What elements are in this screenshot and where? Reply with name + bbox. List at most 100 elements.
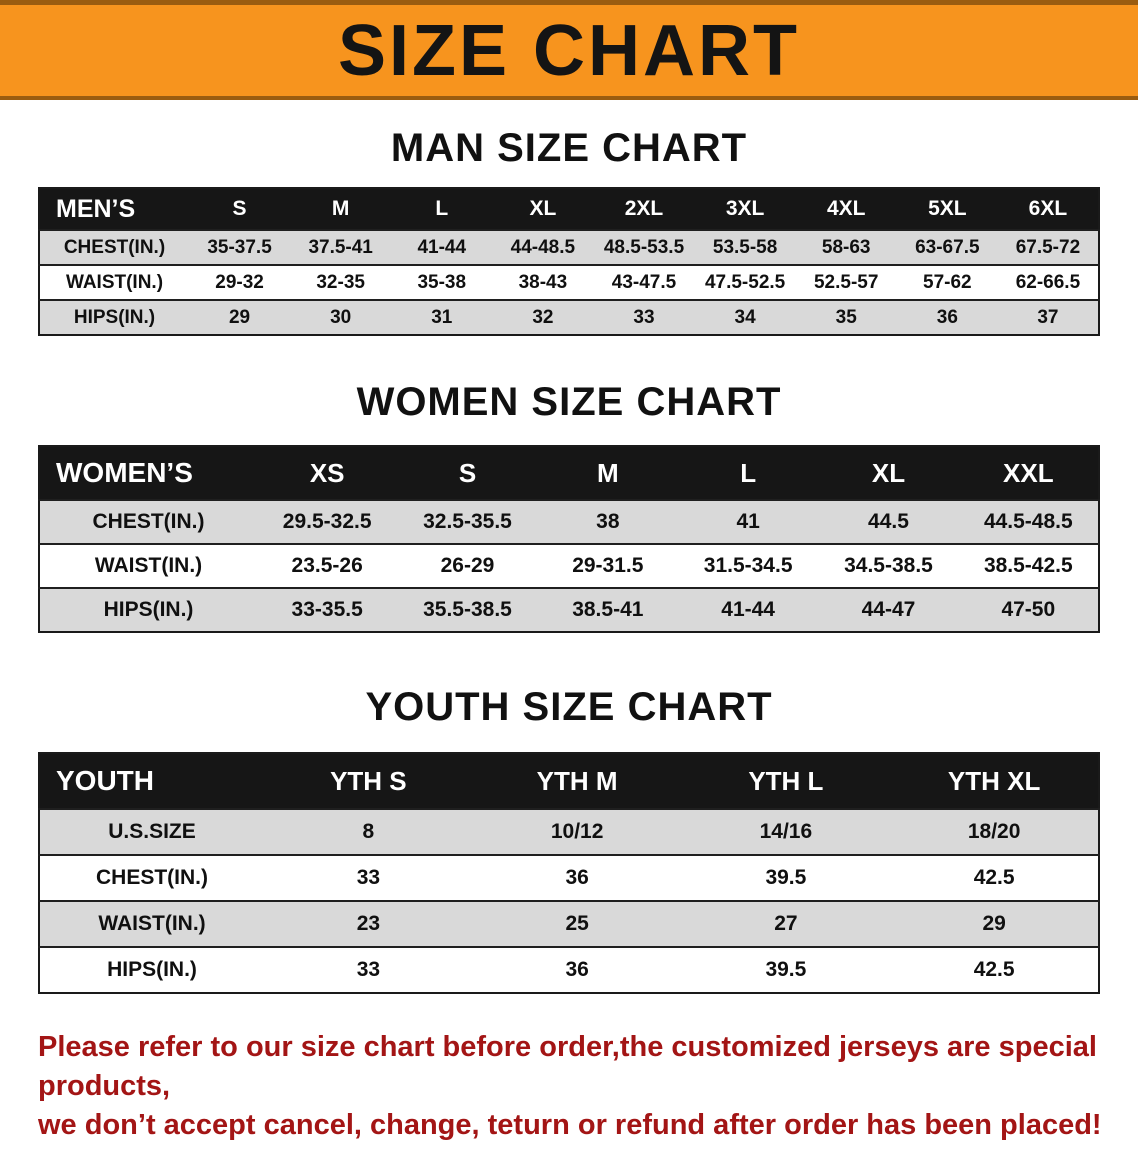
measurement-cell: 29 [890,900,1099,947]
size-column-header: XS [257,446,398,500]
youth-section-heading: YOUTH SIZE CHART [365,685,773,729]
measurement-cell: 33 [593,299,695,335]
men-size-table: MEN’S S M L XL 2XL 3XL 4XL 5XL 6XL CHEST(IN.) 35-37… [38,187,1100,336]
size-column-header: 4XL [795,188,897,230]
measurement-cell: 39.5 [681,854,891,901]
row-label: CHEST(IN.) [39,229,189,265]
size-column-header: YTH XL [890,753,1099,809]
measurement-cell: 36 [896,299,998,335]
measurement-cell: 33 [264,946,473,993]
size-column-header: YTH M [472,753,682,809]
measurement-cell: 26-29 [397,543,538,588]
page-title: SIZE CHART [338,10,800,91]
youth-size-table: YOUTH YTH S YTH M YTH L YTH XL U.S.SIZE 8 10/12… [38,752,1100,994]
size-column-header: XL [818,446,959,500]
measurement-cell: 42.5 [890,854,1099,901]
measurement-cell: 36 [472,854,682,901]
measurement-cell: 58-63 [795,229,897,265]
measurement-cell: 25 [472,900,682,947]
measurement-cell: 39.5 [681,946,891,993]
measurement-cell: 57-62 [896,264,998,300]
measurement-cell: 44.5 [818,499,959,544]
size-column-header: 5XL [896,188,998,230]
measurement-cell: 44-48.5 [492,229,594,265]
order-disclaimer: Please refer to our size chart before or… [38,1028,1104,1145]
size-column-header: L [391,188,493,230]
measurement-cell: 29.5-32.5 [257,499,398,544]
row-label: HIPS(IN.) [39,299,189,335]
table-row: HIPS(IN.) 33 36 39.5 42.5 [39,946,1099,993]
row-label: HIPS(IN.) [39,587,257,632]
measurement-cell: 44-47 [818,587,959,632]
measurement-cell: 31 [391,299,493,335]
measurement-cell: 35.5-38.5 [397,587,538,632]
measurement-cell: 32-35 [290,264,392,300]
measurement-cell: 47.5-52.5 [694,264,796,300]
size-column-header: S [189,188,291,230]
size-column-header: L [677,446,819,500]
row-label: WAIST(IN.) [39,264,189,300]
table-row: HIPS(IN.) 29 30 31 32 33 34 35 36 37 [39,299,1099,335]
row-label: CHEST(IN.) [39,854,264,901]
measurement-cell: 29 [189,299,291,335]
measurement-cell: 14/16 [681,808,891,855]
row-label: U.S.SIZE [39,808,264,855]
disclaimer-line-2: we don’t accept cancel, change, teturn o… [38,1109,1102,1142]
table-title-cell: MEN’S [39,188,189,230]
header-row: WOMEN’S XS S M L XL XXL [39,446,1099,500]
measurement-cell: 42.5 [890,946,1099,993]
table-title-cell: WOMEN’S [39,446,257,500]
size-column-header: 6XL [997,188,1099,230]
measurement-cell: 23.5-26 [257,543,398,588]
measurement-cell: 35-37.5 [189,229,291,265]
measurement-cell: 38 [537,499,678,544]
measurement-cell: 37 [997,299,1099,335]
measurement-cell: 41 [677,499,819,544]
table-row: CHEST(IN.) 35-37.5 37.5-41 41-44 44-48.5 48.5… [39,229,1099,265]
measurement-cell: 44.5-48.5 [958,499,1099,544]
header-row: YOUTH YTH S YTH M YTH L YTH XL [39,753,1099,809]
row-label: CHEST(IN.) [39,499,257,544]
measurement-cell: 27 [681,900,891,947]
disclaimer-line-1: Please refer to our size chart before or… [38,1031,1097,1103]
measurement-cell: 38-43 [492,264,594,300]
size-column-header: 2XL [593,188,695,230]
table-title-cell: YOUTH [39,753,264,809]
row-label: WAIST(IN.) [39,543,257,588]
size-column-header: S [397,446,538,500]
measurement-cell: 36 [472,946,682,993]
table-row: WAIST(IN.) 23 25 27 29 [39,900,1099,947]
measurement-cell: 53.5-58 [694,229,796,265]
men-size-section: MAN SIZE CHART MEN’S S M L XL 2XL 3XL 4XL 5XL 6XL… [0,126,1138,336]
table-row: CHEST(IN.) 29.5-32.5 32.5-35.5 38 41 44.5 44.5… [39,499,1099,544]
measurement-cell: 33-35.5 [257,587,398,632]
measurement-cell: 52.5-57 [795,264,897,300]
measurement-cell: 35 [795,299,897,335]
table-row: HIPS(IN.) 33-35.5 35.5-38.5 38.5-41 41-44 44-… [39,587,1099,632]
measurement-cell: 18/20 [890,808,1099,855]
measurement-cell: 29-31.5 [537,543,678,588]
size-column-header: XL [492,188,594,230]
measurement-cell: 8 [264,808,473,855]
women-section-heading: WOMEN SIZE CHART [356,380,782,424]
youth-size-section: YOUTH SIZE CHART YOUTH YTH S YTH M YTH L YTH… [0,685,1138,994]
measurement-cell: 37.5-41 [290,229,392,265]
measurement-cell: 32.5-35.5 [397,499,538,544]
size-column-header: M [537,446,678,500]
measurement-cell: 10/12 [472,808,682,855]
measurement-cell: 31.5-34.5 [677,543,819,588]
women-size-section: WOMEN SIZE CHART WOMEN’S XS S M L XL XXL CHEST(… [0,380,1138,633]
measurement-cell: 29-32 [189,264,291,300]
size-column-header: 3XL [694,188,796,230]
size-chart-banner: SIZE CHART [0,0,1138,100]
table-row: WAIST(IN.) 29-32 32-35 35-38 38-43 43-47.5 47.… [39,264,1099,300]
measurement-cell: 35-38 [391,264,493,300]
row-label: WAIST(IN.) [39,900,264,947]
measurement-cell: 38.5-42.5 [958,543,1099,588]
measurement-cell: 30 [290,299,392,335]
size-column-header: YTH L [681,753,891,809]
women-size-table: WOMEN’S XS S M L XL XXL CHEST(IN.) 29.5-32.5 32.5… [38,445,1100,633]
measurement-cell: 43-47.5 [593,264,695,300]
measurement-cell: 41-44 [391,229,493,265]
measurement-cell: 34 [694,299,796,335]
